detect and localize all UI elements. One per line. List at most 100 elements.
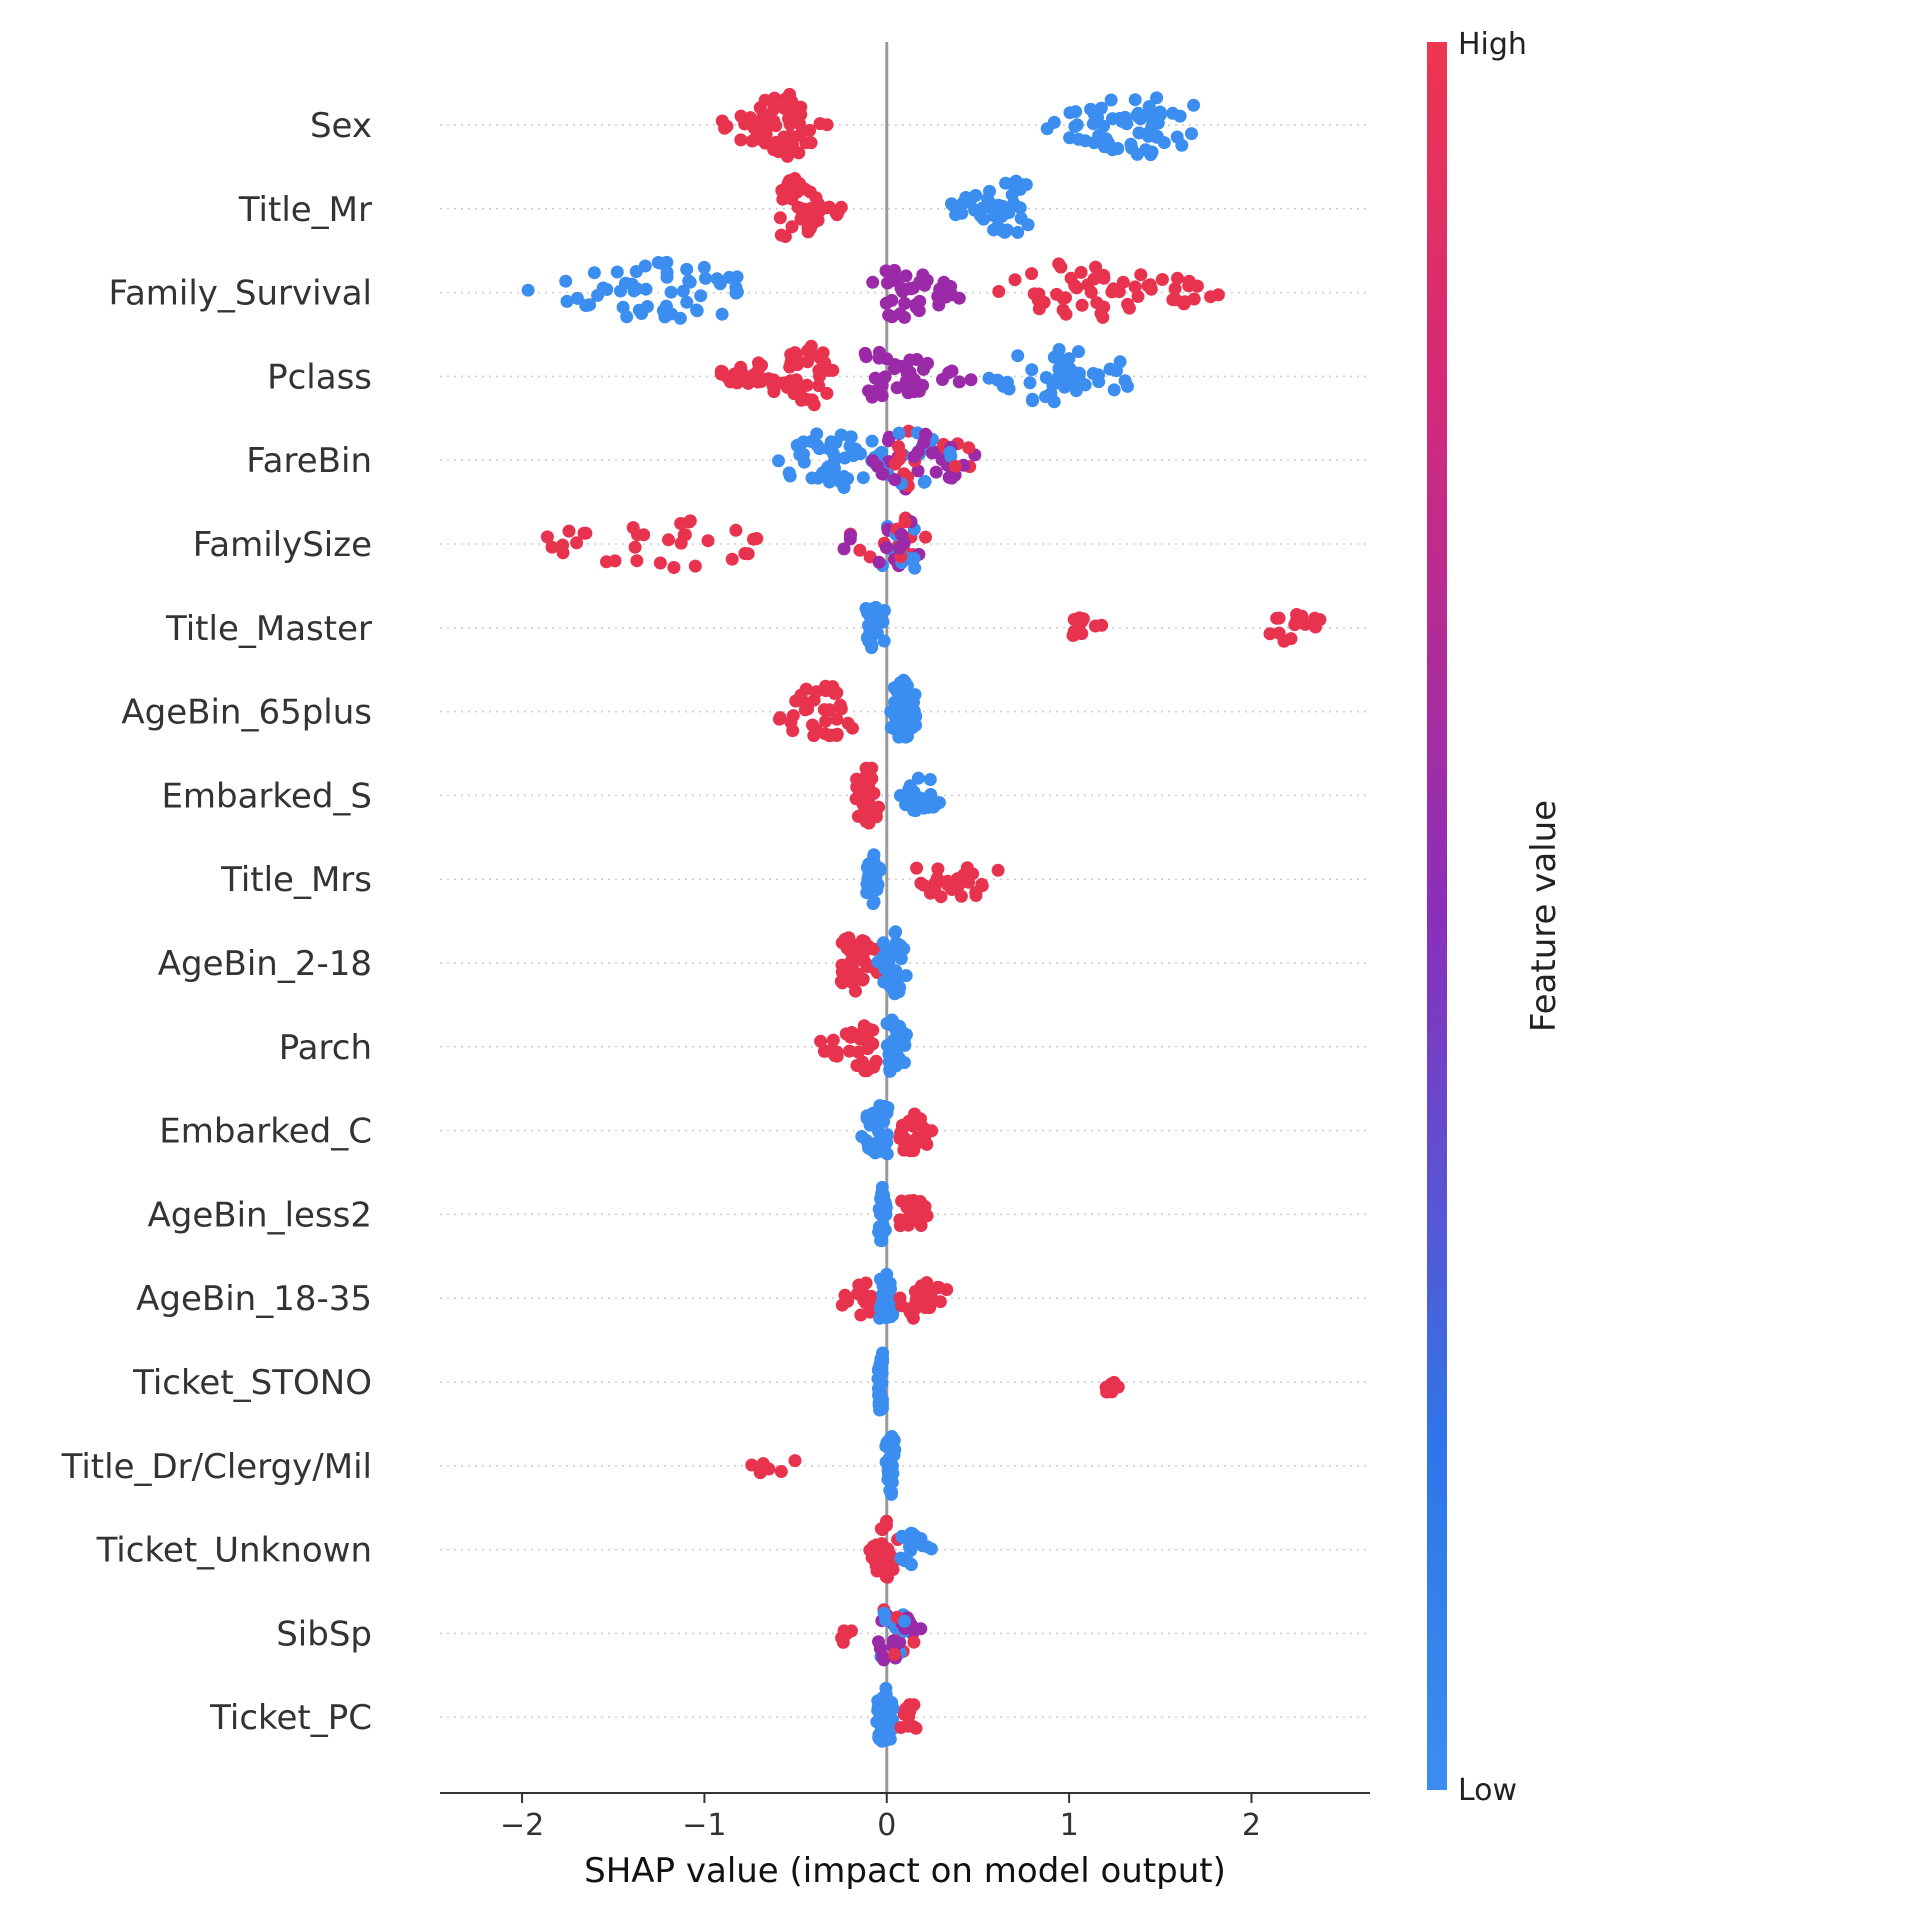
shap-point (909, 804, 923, 818)
feature-labels: Sex Title_Mr Family_Survival Pclass FareBin F… (61, 106, 372, 1738)
shap-point (879, 541, 893, 555)
shap-point (908, 1139, 922, 1153)
shap-point (865, 434, 879, 448)
shap-point (807, 693, 821, 707)
shap-point (871, 1372, 885, 1386)
shap-point (824, 728, 838, 742)
shap-point (896, 285, 910, 299)
shap-point (880, 1267, 894, 1281)
shap-point (1070, 118, 1084, 132)
feature-label: Title_Mrs (220, 860, 372, 900)
shap-point (772, 454, 785, 468)
x-axis-title: SHAP value (impact on model output) (584, 1851, 1226, 1891)
shap-point (734, 360, 748, 374)
shap-point (872, 555, 886, 569)
feature-label: FamilySize (193, 525, 372, 565)
shap-point (1057, 364, 1071, 377)
shap-point (560, 294, 574, 308)
shap-point (879, 1518, 893, 1532)
shap-point (854, 447, 867, 461)
shap-point (983, 184, 996, 198)
shap-point (992, 285, 1006, 298)
shap-point (945, 364, 959, 378)
shap-point (1094, 101, 1108, 115)
shap-point (866, 275, 880, 289)
shap-point (1025, 267, 1039, 281)
shap-point (781, 130, 795, 144)
shap-point (819, 714, 833, 728)
shap-point (629, 265, 643, 278)
shap-point (701, 534, 715, 548)
shap-point (872, 1715, 886, 1729)
shap-point (852, 1278, 866, 1292)
shap-point (826, 1033, 840, 1047)
shap-point (987, 223, 1001, 237)
shap-point (667, 561, 681, 574)
shap-point (773, 211, 787, 225)
shap-point (664, 307, 678, 321)
shap-point (1023, 376, 1037, 390)
shap-point (886, 1033, 900, 1047)
feature-gridlines (440, 124, 1370, 1718)
shap-point (910, 861, 924, 875)
shap-point (877, 634, 891, 648)
shap-point (1134, 112, 1147, 126)
shap-point (861, 871, 875, 885)
shap-point (741, 547, 755, 561)
shap-point (1170, 130, 1184, 144)
shap-point (844, 528, 857, 542)
shap-point (884, 1548, 897, 1562)
shap-point (1089, 260, 1103, 274)
shap-point (909, 1721, 923, 1735)
shap-point (982, 371, 996, 385)
shap-point (1060, 374, 1074, 387)
shap-point (750, 532, 764, 545)
shap-point (809, 722, 823, 736)
shap-point (877, 975, 891, 989)
shap-point (1040, 122, 1054, 136)
shap-point (1105, 285, 1119, 299)
shap-point (803, 202, 817, 216)
shap-point (969, 885, 983, 899)
shap-point (1134, 268, 1148, 282)
shap-point (914, 1219, 928, 1232)
shap-point (964, 373, 978, 387)
shap-point (756, 107, 770, 121)
shap-point (897, 1143, 911, 1157)
shap-point (878, 1729, 892, 1743)
shap-point (1132, 126, 1146, 140)
shap-point (822, 442, 835, 455)
shap-point (690, 304, 704, 318)
shap-point (912, 304, 926, 318)
x-tick-label: −1 (682, 1808, 726, 1843)
x-tick-label: 2 (1242, 1808, 1261, 1843)
shap-point (1075, 615, 1089, 629)
shap-point (804, 339, 818, 353)
shap-point (897, 1056, 911, 1070)
shap-point (1069, 384, 1083, 398)
shap-point (918, 1200, 932, 1214)
shap-point (577, 526, 591, 540)
shap-point (694, 289, 708, 303)
shap-point (793, 128, 807, 142)
shap-point (838, 932, 852, 946)
shap-point (814, 1034, 828, 1048)
shap-point (924, 788, 938, 801)
shap-point (1125, 141, 1139, 155)
shap-point (860, 860, 874, 874)
shap-point (838, 451, 852, 465)
shap-point (999, 176, 1013, 190)
shap-point (948, 459, 962, 473)
shap-point (869, 1559, 883, 1573)
colorbar-title: Feature value (1524, 800, 1564, 1032)
shap-point (783, 360, 797, 374)
shap-point (583, 298, 597, 312)
feature-label: Embarked_C (159, 1112, 372, 1152)
shap-point (908, 561, 922, 575)
shap-point (904, 1558, 918, 1572)
shap-point (734, 133, 748, 147)
shap-point (785, 220, 799, 234)
shap-point (1072, 345, 1085, 359)
shap-point (900, 360, 913, 374)
